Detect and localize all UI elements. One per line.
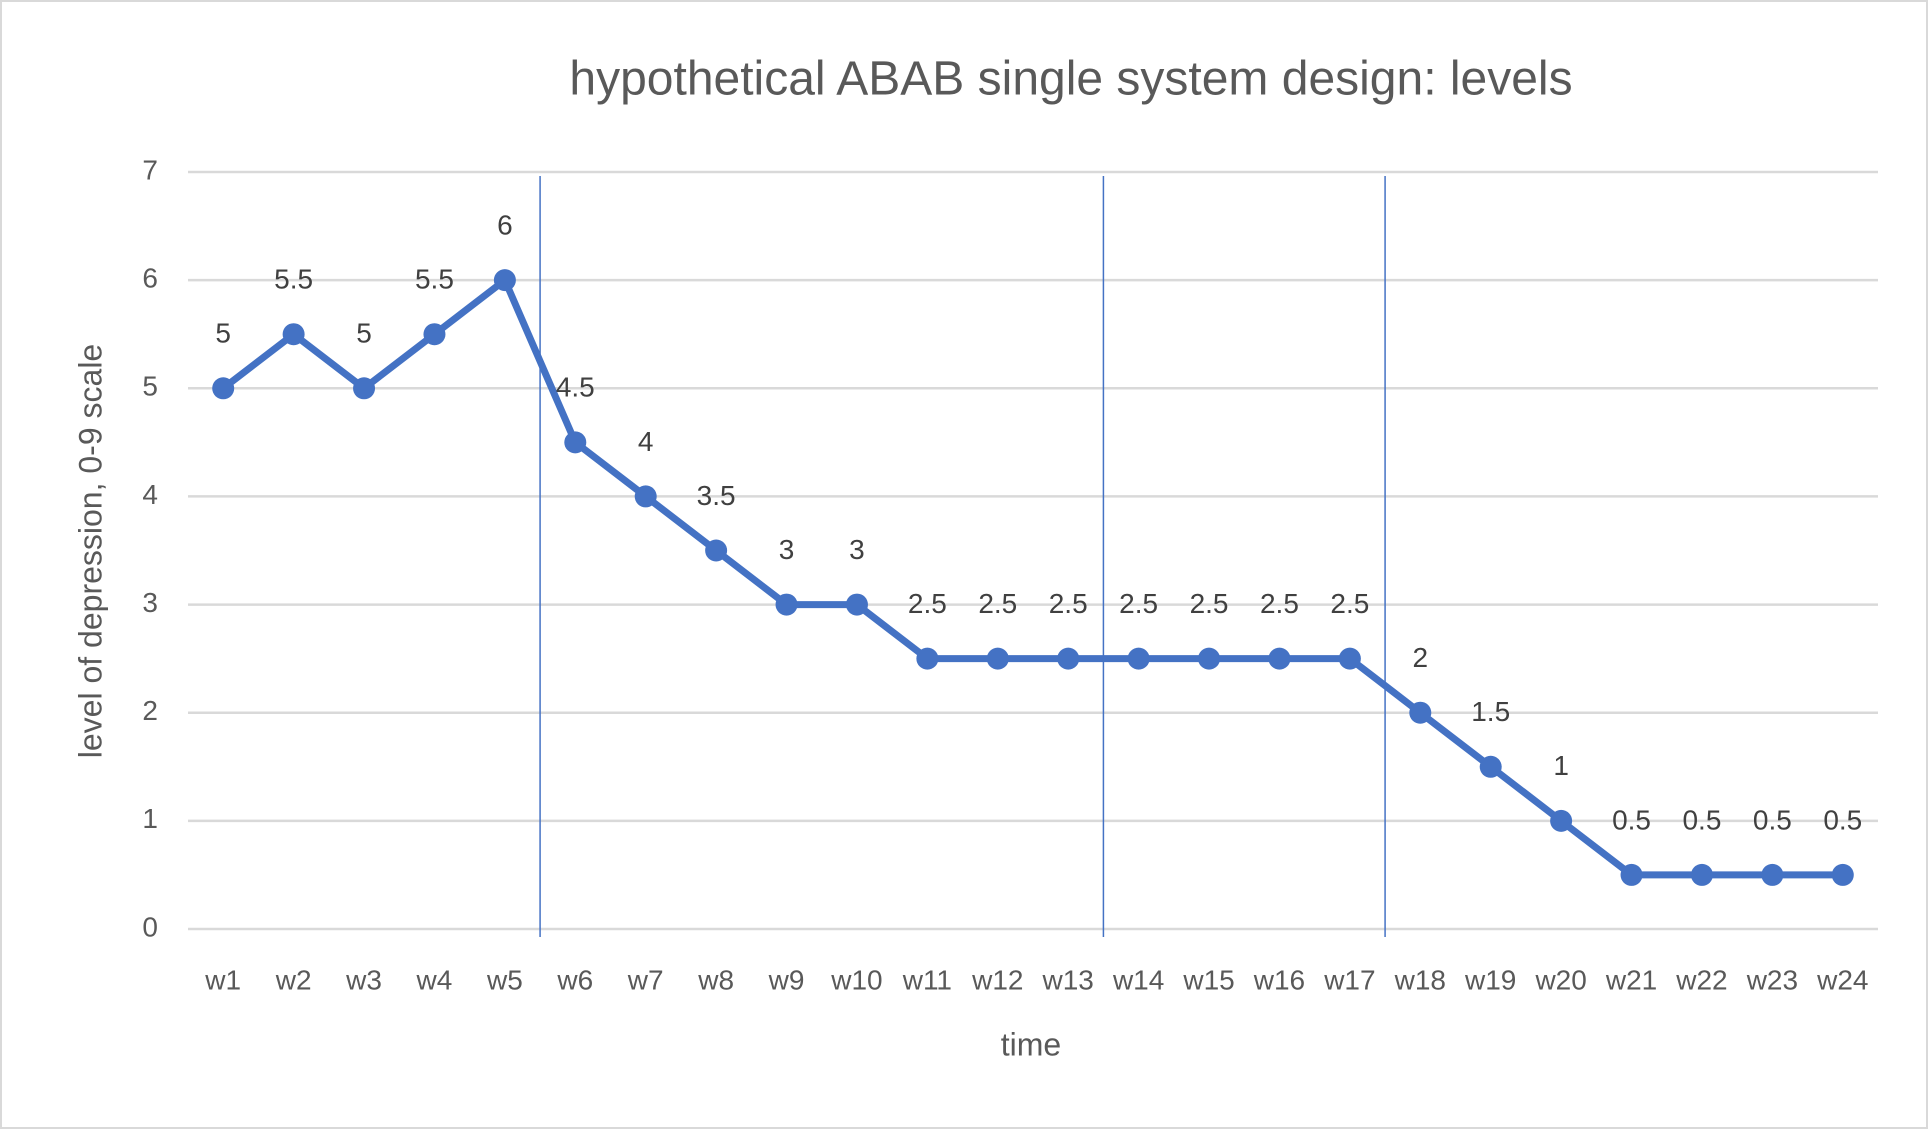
marker	[212, 377, 235, 400]
x-tick-label: w20	[1534, 964, 1586, 995]
marker	[634, 485, 657, 508]
y-tick-label: 4	[142, 479, 158, 510]
data-label: 3	[849, 534, 865, 565]
data-label: 2.5	[978, 588, 1017, 619]
x-tick-label: w12	[971, 964, 1023, 995]
marker	[1831, 863, 1854, 886]
chart-title: hypothetical ABAB single system design: …	[569, 53, 1572, 106]
marker	[353, 377, 376, 400]
x-tick-label: w22	[1675, 964, 1727, 995]
y-tick-label: 7	[142, 154, 158, 185]
data-label: 5.5	[274, 264, 313, 295]
marker	[1057, 647, 1080, 670]
x-tick-label: w18	[1394, 964, 1446, 995]
data-label: 2.5	[1119, 588, 1158, 619]
y-tick-label: 3	[142, 587, 158, 618]
x-tick-label: w10	[830, 964, 882, 995]
data-label: 6	[497, 210, 513, 241]
marker	[493, 269, 516, 292]
x-tick-label: w1	[204, 964, 241, 995]
y-tick-label: 5	[142, 371, 158, 402]
x-tick-label: w21	[1605, 964, 1657, 995]
data-label: 2.5	[908, 588, 947, 619]
marker	[1690, 863, 1713, 886]
marker	[564, 431, 587, 454]
data-label: 2.5	[1330, 588, 1369, 619]
x-tick-label: w19	[1464, 964, 1516, 995]
marker	[282, 323, 305, 346]
data-label: 2.5	[1260, 588, 1299, 619]
data-label: 2.5	[1190, 588, 1229, 619]
y-tick-label: 6	[142, 263, 158, 294]
x-tick-label: w24	[1816, 964, 1868, 995]
marker	[775, 593, 798, 616]
marker	[1550, 809, 1573, 832]
x-tick-label: w17	[1323, 964, 1375, 995]
marker	[1620, 863, 1643, 886]
data-label: 2.5	[1049, 588, 1088, 619]
data-label: 4.5	[556, 372, 595, 403]
x-tick-label: w7	[627, 964, 664, 995]
x-tick-label: w14	[1112, 964, 1164, 995]
marker	[916, 647, 939, 670]
x-tick-label: w11	[902, 964, 952, 995]
data-label: 0.5	[1612, 804, 1651, 835]
x-tick-label: w3	[345, 964, 382, 995]
y-tick-label: 0	[142, 911, 158, 942]
marker	[1338, 647, 1361, 670]
marker	[1127, 647, 1150, 670]
x-tick-label: w6	[556, 964, 593, 995]
marker	[1268, 647, 1291, 670]
marker	[845, 593, 868, 616]
y-tick-label: 2	[142, 695, 158, 726]
data-label: 0.5	[1682, 804, 1721, 835]
x-tick-label: w2	[275, 964, 312, 995]
data-label: 0.5	[1823, 804, 1862, 835]
x-tick-label: w4	[416, 964, 453, 995]
x-axis-label: time	[1001, 1026, 1061, 1062]
marker	[1409, 701, 1432, 724]
x-tick-label: w23	[1746, 964, 1798, 995]
marker	[705, 539, 728, 562]
data-label: 2	[1413, 642, 1429, 673]
x-tick-label: w5	[486, 964, 523, 995]
x-tick-label: w9	[768, 964, 805, 995]
data-label: 1	[1553, 750, 1569, 781]
x-tick-label: w8	[697, 964, 734, 995]
data-label: 3	[779, 534, 795, 565]
data-label: 1.5	[1471, 696, 1510, 727]
series-line	[221, 276, 1843, 879]
marker	[986, 647, 1009, 670]
data-label: 0.5	[1753, 804, 1792, 835]
data-label: 5	[356, 318, 372, 349]
data-label: 5	[215, 318, 231, 349]
marker	[1479, 755, 1502, 778]
y-tick-label: 1	[142, 803, 158, 834]
x-tick-label: w16	[1253, 964, 1305, 995]
data-label: 5.5	[415, 264, 454, 295]
marker	[1761, 863, 1784, 886]
marker	[423, 323, 446, 346]
marker	[1198, 647, 1221, 670]
data-label: 3.5	[697, 480, 736, 511]
x-tick-label: w15	[1182, 964, 1234, 995]
x-tick-label: w13	[1042, 964, 1094, 995]
y-axis-label: level of depression, 0-9 scale	[72, 344, 108, 758]
data-label: 4	[638, 426, 654, 457]
